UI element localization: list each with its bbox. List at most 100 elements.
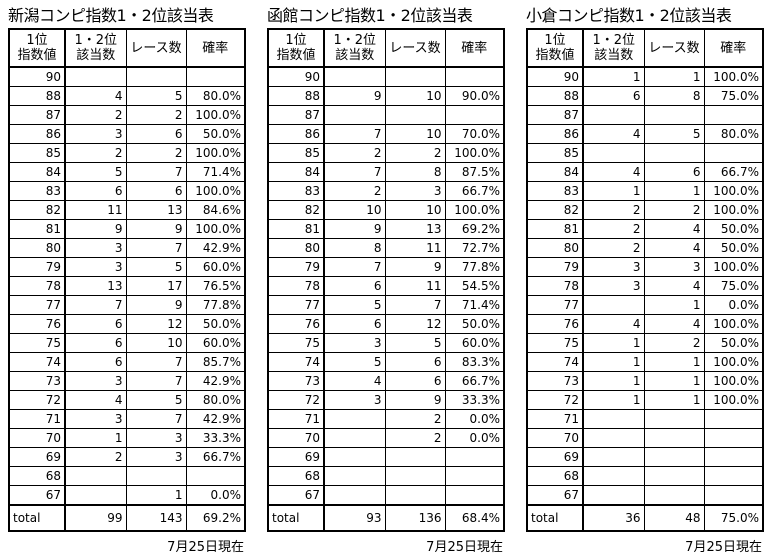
index-cell: 72 (8, 390, 66, 410)
value-cell: 11 (384, 238, 446, 258)
header-line: 該当数 (594, 48, 634, 63)
header-cell: レース数 (643, 28, 705, 68)
header-cell: 1・2位 該当数 (323, 28, 386, 68)
data-row: 82 2 2 100.0% (526, 200, 764, 220)
value-cell: 2 (125, 105, 187, 125)
value-cell (444, 105, 505, 125)
header-cell: 1位 指数値 (8, 28, 66, 68)
index-cell: 75 (526, 333, 584, 353)
value-cell (384, 485, 446, 506)
data-row: 74 1 1 100.0% (526, 352, 764, 372)
data-row: 79 7 9 77.8% (267, 257, 505, 277)
total-cell: 143 (125, 504, 187, 532)
data-row: 73 1 1 100.0% (526, 371, 764, 391)
value-cell: 1 (582, 371, 645, 391)
header-line: 1・2位 (592, 33, 636, 48)
value-cell: 83.3% (444, 352, 505, 372)
data-row: 74 6 7 85.7% (8, 352, 246, 372)
index-cell: 76 (267, 314, 325, 334)
value-cell (323, 105, 386, 125)
value-cell (444, 485, 505, 506)
value-cell: 9 (125, 295, 187, 315)
index-cell: 74 (526, 352, 584, 372)
data-row: 79 3 5 60.0% (8, 257, 246, 277)
value-cell: 4 (643, 314, 705, 334)
index-cell: 82 (8, 200, 66, 220)
value-cell (643, 485, 705, 506)
header-row: 1位 指数値 1・2位 該当数 レース数 確率 (8, 28, 246, 68)
value-cell (323, 485, 386, 506)
index-cell: 80 (267, 238, 325, 258)
data-row: 81 9 13 69.2% (267, 219, 505, 239)
total-cell: 136 (384, 504, 446, 532)
value-cell: 2 (582, 238, 645, 258)
value-cell: 1 (643, 371, 705, 391)
header-line: レース数 (130, 40, 182, 56)
data-row: 75 1 2 50.0% (526, 333, 764, 353)
value-cell: 77.8% (185, 295, 246, 315)
value-cell (703, 143, 764, 163)
header-line: 確率 (202, 40, 229, 56)
index-cell: 75 (267, 333, 325, 353)
header-line: 確率 (461, 40, 488, 56)
value-cell: 80.0% (185, 86, 246, 106)
value-cell: 3 (64, 371, 127, 391)
index-cell: 73 (267, 371, 325, 391)
value-cell: 90.0% (444, 86, 505, 106)
index-cell: 71 (526, 409, 584, 429)
value-cell (703, 485, 764, 506)
table-title: 小倉コンピ指数1・2位該当表 (526, 6, 732, 25)
header-cell: 確率 (444, 28, 505, 68)
value-cell (384, 447, 446, 467)
data-row: 67 (267, 485, 505, 506)
value-cell: 7 (64, 295, 127, 315)
index-cell: 70 (267, 428, 325, 448)
header-line: 1位 (544, 33, 566, 48)
header-line: 1・2位 (74, 33, 118, 48)
value-cell (444, 66, 505, 87)
index-cell: 68 (267, 466, 325, 486)
index-cell: 90 (526, 66, 584, 87)
value-cell (582, 105, 645, 125)
value-cell: 100.0% (185, 219, 246, 239)
header-row: 1位 指数値 1・2位 該当数 レース数 確率 (267, 28, 505, 68)
value-cell: 0.0% (444, 428, 505, 448)
value-cell: 85.7% (185, 352, 246, 372)
value-cell: 12 (384, 314, 446, 334)
value-cell: 13 (64, 276, 127, 296)
index-cell: 69 (526, 447, 584, 467)
index-cell: 67 (526, 485, 584, 506)
value-cell: 7 (125, 371, 187, 391)
value-cell (703, 409, 764, 429)
value-cell (582, 143, 645, 163)
value-cell: 71.4% (185, 162, 246, 182)
header-cell: レース数 (384, 28, 446, 68)
index-cell: 81 (526, 219, 584, 239)
data-row: 73 3 7 42.9% (8, 371, 246, 391)
value-cell: 7 (125, 352, 187, 372)
header-cell: 1・2位 該当数 (582, 28, 645, 68)
value-cell: 5 (643, 124, 705, 144)
value-cell: 2 (323, 181, 386, 201)
total-cell: 99 (64, 504, 127, 532)
value-cell: 66.7% (444, 181, 505, 201)
value-cell: 11 (384, 276, 446, 296)
header-cell: レース数 (125, 28, 187, 68)
value-cell (125, 66, 187, 87)
index-cell: 69 (267, 447, 325, 467)
value-cell: 69.2% (444, 219, 505, 239)
value-cell: 6 (125, 181, 187, 201)
value-cell: 50.0% (703, 238, 764, 258)
index-cell: 73 (8, 371, 66, 391)
data-row: 85 (526, 143, 764, 163)
value-cell (125, 466, 187, 486)
value-cell (582, 295, 645, 315)
value-cell: 9 (384, 390, 446, 410)
value-cell (643, 466, 705, 486)
value-cell: 7 (323, 162, 386, 182)
value-cell: 54.5% (444, 276, 505, 296)
header-line: レース数 (648, 40, 700, 56)
value-cell: 13 (384, 219, 446, 239)
data-row: 68 (8, 466, 246, 486)
table-title: 函館コンピ指数1・2位該当表 (267, 6, 473, 25)
